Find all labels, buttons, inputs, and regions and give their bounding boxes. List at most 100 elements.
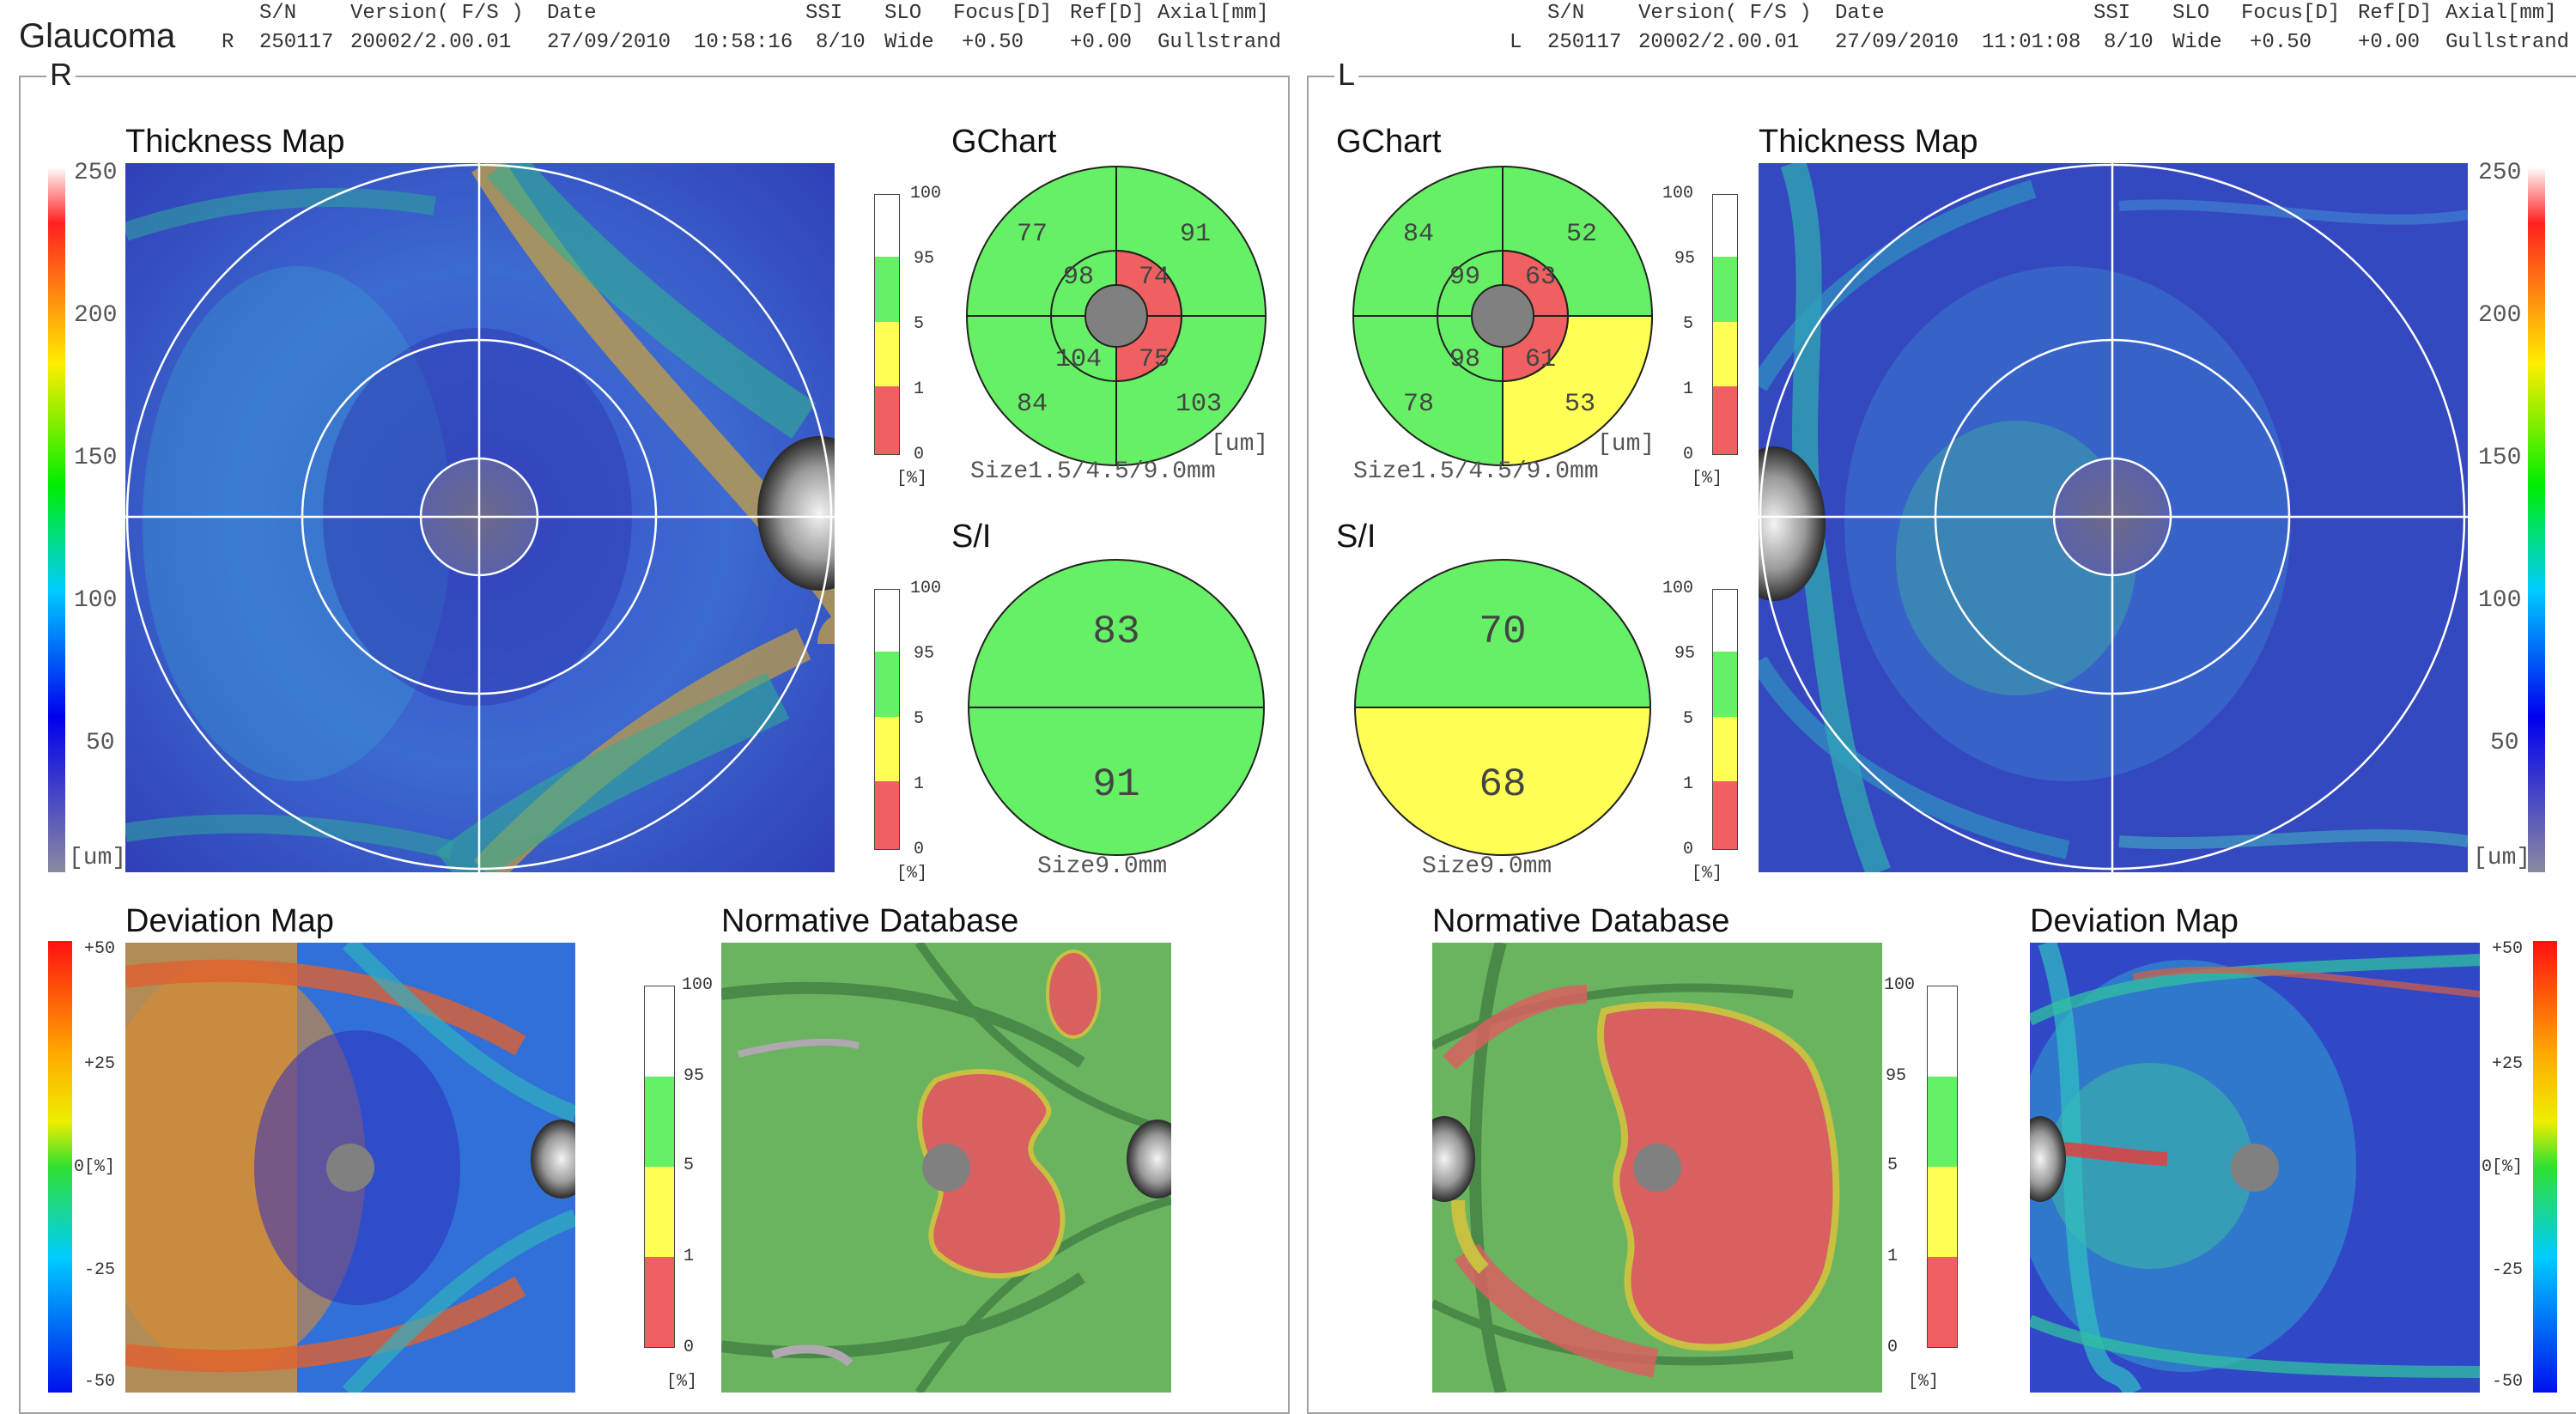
- hdr-col-sn: S/N: [1547, 2, 1585, 25]
- hdr-focus: +0.50: [962, 31, 1024, 54]
- thickness-tick-250: 250: [2478, 160, 2522, 186]
- hdr-ssi: 8/10: [2104, 31, 2154, 54]
- deviation-tick-minus50: -50: [2492, 1372, 2524, 1392]
- normative-database-map[interactable]: [721, 943, 1171, 1393]
- thickness-tick-200: 200: [2478, 302, 2522, 329]
- zone-yellow: [875, 321, 899, 387]
- deviation-tick-plus50: +50: [84, 939, 116, 959]
- hdr-eye: R: [222, 31, 234, 54]
- pct-tick-100: 100: [910, 184, 942, 203]
- pct-unit: [%]: [1692, 864, 1723, 883]
- deviation-map-title: Deviation Map: [125, 903, 334, 939]
- pct-tick-0: 0: [683, 1338, 695, 1357]
- thickness-tick-100: 100: [2478, 587, 2522, 614]
- pct-tick-95: 95: [1886, 1066, 1907, 1086]
- deviation-tick-zero: 0[%]: [2482, 1157, 2524, 1177]
- deviation-scale-bar: [48, 941, 72, 1393]
- hdr-col-slo: SLO: [884, 2, 922, 25]
- report-title: Glaucoma: [19, 17, 176, 55]
- si-diagram: 83 91: [968, 559, 1265, 856]
- gchart-value: 91: [1180, 220, 1211, 249]
- deviation-map[interactable]: [2030, 943, 2480, 1393]
- deviation-scale-bar: [2533, 941, 2557, 1393]
- gchart-percentile-bar: [1712, 194, 1738, 455]
- zone-white: [1713, 590, 1737, 652]
- hdr-col-version: Version( F/S ): [350, 2, 524, 25]
- thickness-map[interactable]: [125, 163, 835, 872]
- gchart-percentile-bar: [874, 194, 900, 455]
- pct-tick-0: 0: [1887, 1338, 1899, 1357]
- si-inferior-value: 68: [1479, 762, 1526, 807]
- hdr-col-date: Date: [547, 2, 597, 25]
- thickness-tick-150: 150: [2478, 445, 2522, 471]
- deviation-tick-zero: 0[%]: [74, 1157, 116, 1177]
- hdr-time: 10:58:16: [694, 31, 793, 54]
- zone-red: [1928, 1257, 1957, 1347]
- hdr-date: 27/09/2010: [547, 31, 671, 54]
- pct-tick-5: 5: [1887, 1156, 1899, 1175]
- normative-database-map[interactable]: [1432, 943, 1882, 1393]
- pct-tick-5: 5: [914, 709, 925, 729]
- gchart-unit: [um]: [1211, 431, 1269, 458]
- gchart-value: 78: [1403, 390, 1434, 419]
- gchart-value: 74: [1139, 263, 1170, 292]
- pct-unit: [%]: [896, 469, 928, 489]
- gchart-value: 84: [1403, 220, 1434, 249]
- hdr-slo: Wide: [884, 31, 934, 54]
- zone-green: [1713, 257, 1737, 322]
- normative-percentile-bar: [1927, 986, 1958, 1348]
- deviation-tick-minus25: -25: [84, 1260, 116, 1280]
- gchart-value: 52: [1566, 220, 1597, 249]
- si-superior-value: 70: [1479, 610, 1526, 654]
- deviation-map[interactable]: [125, 943, 575, 1393]
- normative-database-title: Normative Database: [721, 903, 1019, 939]
- si-superior-value: 83: [1092, 610, 1139, 654]
- pct-tick-0: 0: [914, 840, 925, 859]
- gchart-diagram: 84 52 99 63 98 61 78 53: [1352, 166, 1654, 467]
- pct-tick-100: 100: [1884, 975, 1916, 995]
- deviation-tick-minus50: -50: [84, 1372, 116, 1392]
- normative-percentile-bar: [644, 986, 675, 1348]
- hdr-ref: +0.00: [2358, 31, 2421, 54]
- thickness-unit: [um]: [69, 845, 127, 871]
- gchart-value: 103: [1176, 390, 1222, 419]
- pct-tick-5: 5: [1683, 314, 1694, 334]
- hdr-col-sn: S/N: [259, 2, 297, 25]
- zone-yellow: [1713, 321, 1737, 387]
- zone-green: [1713, 652, 1737, 717]
- hdr-ssi: 8/10: [816, 31, 866, 54]
- gchart-value: 77: [1017, 220, 1048, 249]
- si-inferior-value: 91: [1092, 762, 1139, 807]
- hdr-date: 27/09/2010: [1835, 31, 1959, 54]
- si-diagram: 70 68: [1354, 559, 1651, 856]
- si-percentile-bar: [874, 589, 900, 850]
- hdr-col-axial: Axial[mm]: [1157, 2, 1269, 25]
- gchart-title: GChart: [951, 124, 1057, 160]
- left-eye-label: L: [1334, 57, 1359, 93]
- pct-tick-0: 0: [1683, 840, 1694, 859]
- deviation-tick-minus25: -25: [2492, 1260, 2524, 1280]
- zone-red: [875, 781, 899, 849]
- hdr-version: 20002/2.00.01: [1638, 31, 1800, 54]
- si-size: Size9.0mm: [1037, 853, 1168, 880]
- zone-white: [645, 986, 674, 1077]
- hdr-col-ssi: SSI: [805, 2, 843, 25]
- zone-red: [1713, 781, 1737, 849]
- hdr-sn: 250117: [259, 31, 334, 54]
- hdr-sn: 250117: [1547, 31, 1622, 54]
- zone-yellow: [1713, 716, 1737, 782]
- zone-white: [1713, 195, 1737, 258]
- gchart-size: Size1.5/4.5/9.0mm: [1353, 458, 1599, 485]
- hdr-col-version: Version( F/S ): [1638, 2, 1812, 25]
- thickness-tick-100: 100: [74, 587, 118, 614]
- gchart-value: 61: [1525, 345, 1556, 374]
- pct-tick-95: 95: [1674, 644, 1696, 664]
- zone-yellow: [1928, 1167, 1957, 1257]
- thickness-unit: [um]: [2473, 845, 2531, 871]
- hdr-time: 11:01:08: [1982, 31, 2081, 54]
- thickness-scale-bar: [48, 167, 65, 872]
- gchart-value: 98: [1063, 263, 1094, 292]
- thickness-map[interactable]: [1759, 163, 2468, 872]
- pct-tick-1: 1: [914, 379, 925, 399]
- deviation-tick-plus25: +25: [84, 1054, 116, 1074]
